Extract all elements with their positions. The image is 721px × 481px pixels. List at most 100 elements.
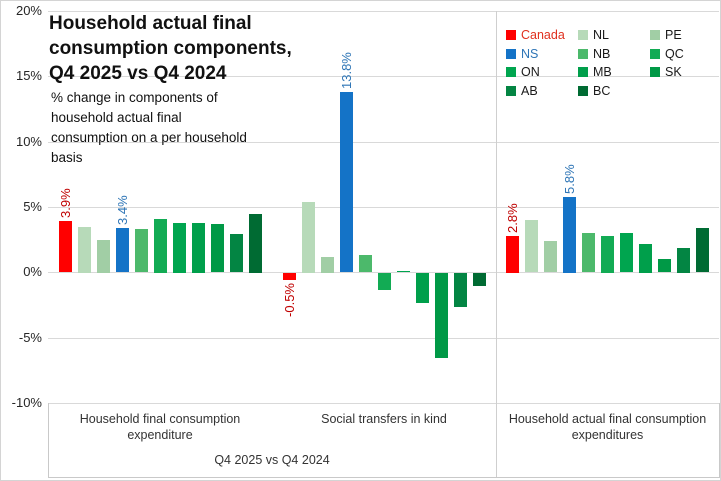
bar-ab-cat1 xyxy=(230,234,243,272)
legend-item-label: ON xyxy=(521,65,540,80)
legend-item-label: AB xyxy=(521,84,538,99)
bar-nl-cat2 xyxy=(302,202,315,273)
bar-bc-cat3 xyxy=(696,228,709,272)
legend-item-pe: PE xyxy=(650,28,682,42)
legend-item-label: Canada xyxy=(521,28,565,42)
legend-swatch-pe xyxy=(650,30,660,40)
legend-item-nl: NL xyxy=(578,28,609,42)
legend-swatch-on xyxy=(506,67,516,78)
legend-item-ab: AB xyxy=(506,84,538,98)
legend-item-qc: QC xyxy=(650,47,684,61)
chart-title: Household actual final consumption compo… xyxy=(49,11,292,86)
legend-swatch-ns xyxy=(506,48,516,59)
bar-qc-cat3 xyxy=(601,236,614,273)
data-label-ns-cat2: 13.8% xyxy=(338,52,354,89)
legend-item-bc: BC xyxy=(578,84,610,98)
category-label-2: Social transfers in kind xyxy=(274,411,494,427)
bar-sk-cat2 xyxy=(435,273,448,358)
category-divider-line xyxy=(496,11,497,478)
chart-subtitle-line: % change in components of xyxy=(51,90,218,105)
legend-item-label: NS xyxy=(521,46,539,61)
legend-item-label: QC xyxy=(665,46,684,61)
legend-item-on: ON xyxy=(506,65,540,79)
y-axis-tick-label: 10% xyxy=(15,134,42,149)
y-axis-tick-label: 0% xyxy=(23,264,42,279)
data-label-canada-cat2: -0.5% xyxy=(281,283,297,317)
legend-item-ns: NS xyxy=(506,47,538,61)
legend-swatch-canada xyxy=(506,30,516,40)
legend-item-mb: MB xyxy=(578,65,612,79)
bar-nb-cat1 xyxy=(135,229,148,272)
gridline xyxy=(48,76,719,77)
bar-mb-cat1 xyxy=(192,223,205,273)
chart-title-line: Household actual final xyxy=(49,13,252,34)
category-label-3: Household actual final consumption expend… xyxy=(498,411,717,443)
category-label-line: Household final consumption xyxy=(79,412,241,426)
bar-nl-cat3 xyxy=(525,220,538,272)
bar-ns-cat2 xyxy=(340,92,353,272)
y-axis-tick-label: -10% xyxy=(11,395,42,410)
category-label-line: expenditure xyxy=(127,428,193,442)
legend-item-sk: SK xyxy=(650,65,682,79)
legend-item-nb: NB xyxy=(578,47,610,61)
category-label-line: Social transfers in kind xyxy=(321,412,447,426)
legend-item-label: BC xyxy=(593,84,611,99)
bar-pe-cat1 xyxy=(97,240,110,273)
gridline xyxy=(48,207,719,208)
category-label-line: Household actual final consumption xyxy=(508,412,707,426)
y-axis-tick-label: -5% xyxy=(18,330,42,345)
gridline xyxy=(48,11,719,12)
legend-item-canada: Canada xyxy=(506,28,565,42)
bar-on-cat2 xyxy=(397,271,410,272)
bar-ab-cat2 xyxy=(454,273,467,307)
bar-nb-cat3 xyxy=(582,233,595,272)
bar-nl-cat1 xyxy=(78,227,91,273)
legend-swatch-sk xyxy=(650,67,660,78)
secondary-axis-label: Q4 2025 vs Q4 2024 xyxy=(214,453,330,467)
bar-sk-cat1 xyxy=(211,224,224,272)
bar-ab-cat3 xyxy=(677,248,690,273)
data-label-canada-cat3: 2.8% xyxy=(504,203,520,233)
bar-nb-cat2 xyxy=(359,255,372,272)
bar-qc-cat2 xyxy=(378,273,391,290)
gridline xyxy=(48,142,719,143)
bar-canada-cat1 xyxy=(59,221,72,272)
legend-item-label: NB xyxy=(593,46,611,61)
y-axis-tick-label: 5% xyxy=(23,199,42,214)
bar-mb-cat2 xyxy=(416,273,429,303)
bar-sk-cat3 xyxy=(658,259,671,272)
gridline xyxy=(48,338,719,339)
legend-swatch-bc xyxy=(578,86,588,97)
legend-swatch-ab xyxy=(506,86,516,97)
chart-title-line: consumption components, xyxy=(49,38,292,59)
chart-subtitle-line: consumption on a per household xyxy=(51,130,247,145)
bar-ns-cat1 xyxy=(116,228,129,272)
legend-swatch-mb xyxy=(578,67,588,78)
y-axis-tick-label: 15% xyxy=(15,68,42,83)
gridline xyxy=(48,272,719,273)
chart-subtitle: % change in components of household actu… xyxy=(51,88,247,168)
category-label-line: expenditures xyxy=(571,428,644,442)
legend-swatch-qc xyxy=(650,48,660,59)
bar-bc-cat1 xyxy=(249,214,262,273)
data-label-ns-cat3: 5.8% xyxy=(561,164,577,194)
chart-title-line: Q4 2025 vs Q4 2024 xyxy=(49,63,227,84)
category-label-1: Household final consumption expenditure xyxy=(50,411,270,443)
legend-item-label: SK xyxy=(665,65,682,80)
legend-item-label: NL xyxy=(593,28,609,42)
legend-item-label: MB xyxy=(593,65,612,80)
legend-swatch-nb xyxy=(578,48,588,59)
bar-on-cat3 xyxy=(620,233,633,272)
bar-on-cat1 xyxy=(173,223,186,273)
bar-bc-cat2 xyxy=(473,273,486,286)
bar-qc-cat1 xyxy=(154,219,167,273)
bar-pe-cat2 xyxy=(321,257,334,273)
legend-swatch-nl xyxy=(578,30,588,40)
legend-item-label: PE xyxy=(665,28,682,42)
bar-canada-cat3 xyxy=(506,236,519,273)
bar-pe-cat3 xyxy=(544,241,557,272)
bar-ns-cat3 xyxy=(563,197,576,273)
data-label-ns-cat1: 3.4% xyxy=(114,195,130,225)
chart-subtitle-line: basis xyxy=(51,150,83,165)
category-axis-box xyxy=(48,403,720,478)
